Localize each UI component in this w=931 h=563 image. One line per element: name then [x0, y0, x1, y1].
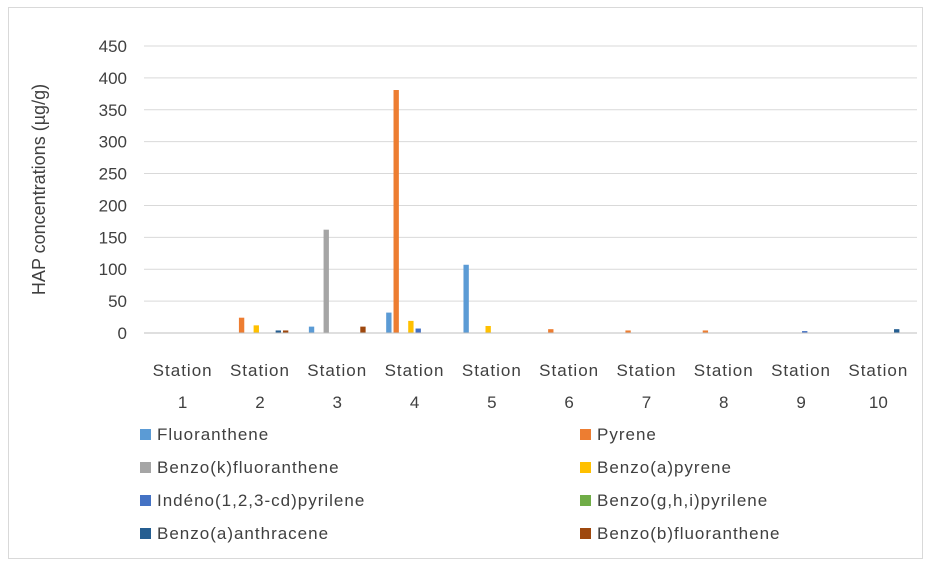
bar — [485, 325, 491, 333]
bar — [238, 317, 245, 333]
y-tick-label: 300 — [99, 133, 127, 152]
legend-swatch — [140, 462, 151, 473]
legend-swatch — [140, 429, 151, 440]
y-tick-label: 250 — [99, 165, 127, 184]
y-tick-label: 150 — [99, 228, 127, 247]
y-tick-label: 450 — [99, 37, 127, 56]
x-axis-ticks: Station 1 Station 2 Station 3 Station 4 Station 5… — [153, 361, 908, 412]
legend-label: Benzo(k)fluoranthene — [157, 458, 340, 477]
legend-swatch — [140, 528, 151, 539]
bar — [253, 325, 259, 333]
bar — [323, 229, 329, 333]
x-tick-label: Station — [539, 361, 599, 380]
bars — [238, 90, 900, 333]
legend-swatch — [140, 495, 151, 506]
bar — [463, 264, 469, 333]
y-tick-label: 400 — [99, 69, 127, 88]
y-axis-title: HAP concentrations (µg/g) — [29, 84, 49, 295]
legend-swatch — [580, 462, 591, 473]
bar — [386, 312, 392, 333]
bar — [360, 326, 366, 333]
x-tick-label: Station — [385, 361, 445, 380]
x-tick-label: 7 — [642, 393, 651, 412]
x-tick-label: Station — [694, 361, 754, 380]
legend-swatch — [580, 528, 591, 539]
bar — [415, 328, 421, 333]
legend-label: Benzo(b)fluoranthene — [597, 524, 781, 543]
legend-label: Benzo(g,h,i)pyrilene — [597, 491, 768, 510]
y-tick-label: 200 — [99, 196, 127, 215]
bar — [894, 329, 900, 333]
bar — [802, 331, 808, 333]
legend-swatch — [580, 429, 591, 440]
x-tick-label: 6 — [564, 393, 573, 412]
x-tick-label: Station — [848, 361, 908, 380]
y-tick-label: 350 — [99, 101, 127, 120]
legend-label: Benzo(a)anthracene — [157, 524, 329, 543]
chart-frame: 0 50 100 150 200 250 300 350 400 450 HAP concentr… — [8, 7, 923, 559]
bar — [308, 326, 315, 333]
x-tick-label: 8 — [719, 393, 728, 412]
bar — [548, 329, 554, 333]
x-tick-label: 4 — [410, 393, 419, 412]
legend-swatch — [580, 495, 591, 506]
legend-label: Indéno(1,2,3-cd)pyrilene — [157, 491, 365, 510]
x-tick-label: 2 — [255, 393, 264, 412]
x-tick-label: Station — [462, 361, 522, 380]
y-axis-ticks: 0 50 100 150 200 250 300 350 400 450 — [99, 37, 127, 343]
legend-label: Benzo(a)pyrene — [597, 458, 732, 477]
x-tick-label: Station — [230, 361, 290, 380]
x-tick-label: 5 — [487, 393, 496, 412]
x-tick-label: Station — [153, 361, 213, 380]
bar — [393, 90, 399, 333]
bar — [275, 330, 281, 333]
x-tick-label: 10 — [869, 393, 888, 412]
legend: Fluoranthene Pyrene Benzo(k)fluoranthene Be… — [140, 425, 781, 543]
x-tick-label: 9 — [796, 393, 805, 412]
x-tick-label: Station — [616, 361, 676, 380]
bar — [408, 320, 414, 333]
legend-label: Fluoranthene — [157, 425, 269, 444]
legend-label: Pyrene — [597, 425, 657, 444]
gridlines — [144, 45, 917, 302]
y-tick-label: 100 — [99, 260, 127, 279]
y-tick-label: 50 — [108, 292, 127, 311]
bar — [702, 330, 709, 333]
bar — [625, 330, 631, 333]
x-tick-label: Station — [771, 361, 831, 380]
x-tick-label: Station — [307, 361, 367, 380]
bar — [282, 330, 289, 333]
y-tick-label: 0 — [118, 324, 127, 343]
bar-chart: 0 50 100 150 200 250 300 350 400 450 HAP concentr… — [29, 37, 917, 543]
x-tick-label: 3 — [333, 393, 342, 412]
x-tick-label: 1 — [178, 393, 187, 412]
